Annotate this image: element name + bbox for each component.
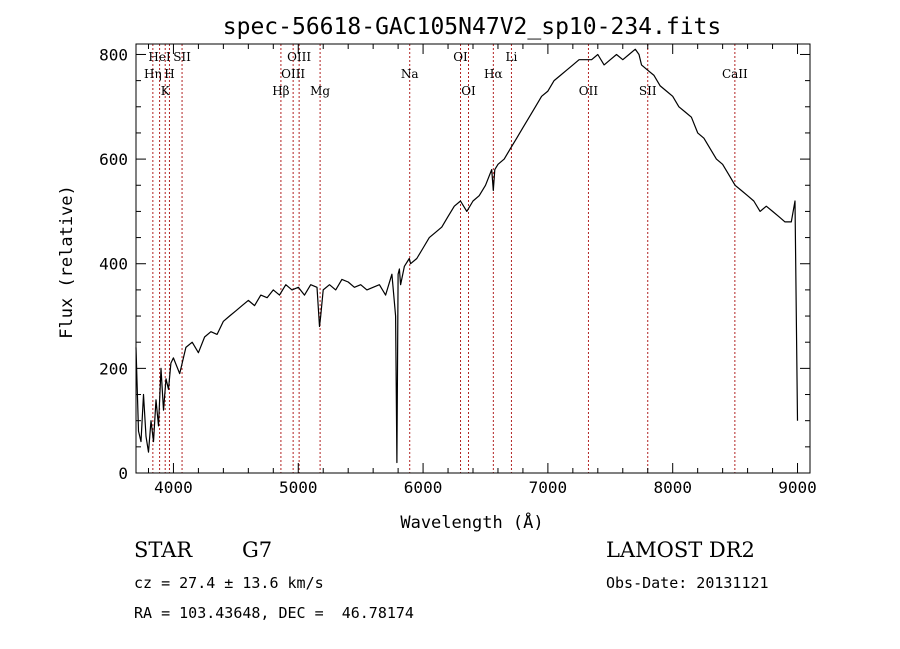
redshift-velocity: cz = 27.4 ± 13.6 km/s [134, 574, 324, 592]
line-label-14: OII [579, 84, 599, 98]
x-tick-label-4000: 4000 [154, 478, 193, 497]
line-label-10: OI [453, 50, 468, 64]
line-label-16: CaII [722, 67, 748, 81]
line-label-2: Hη [144, 67, 162, 81]
x-tick-label-8000: 8000 [653, 478, 692, 497]
coordinates: RA = 103.43648, DEC = 46.78174 [134, 604, 414, 622]
line-label-4: K [161, 84, 171, 98]
y-tick-label-400: 400 [99, 255, 128, 274]
y-tick-label-800: 800 [99, 45, 128, 64]
x-axis-label: Wavelength (Å) [400, 511, 543, 533]
spectral-subclass: G7 [242, 538, 273, 562]
line-label-5: OIII [287, 50, 311, 64]
y-tick-label-0: 0 [118, 464, 128, 483]
y-axis-label: Flux (relative) [57, 185, 77, 339]
x-tick-label-7000: 7000 [529, 478, 568, 497]
line-label-7: Hβ [272, 84, 289, 98]
line-label-11: OI [461, 84, 476, 98]
line-label-9: Na [401, 67, 419, 81]
y-tick-label-600: 600 [99, 150, 128, 169]
object-type: STAR [134, 538, 193, 562]
survey-name: LAMOST DR2 [606, 538, 755, 562]
line-label-3: H [164, 67, 174, 81]
line-label-13: Li [506, 50, 518, 64]
chart-title: spec-56618-GAC105N47V2_sp10-234.fits [223, 14, 722, 40]
line-label-15: SII [639, 84, 657, 98]
x-tick-label-9000: 9000 [778, 478, 817, 497]
line-label-6: OIII [281, 67, 305, 81]
line-label-12: Hα [484, 67, 503, 81]
line-label-1: SII [173, 50, 191, 64]
x-tick-label-6000: 6000 [404, 478, 443, 497]
spectrum-line [135, 48, 799, 464]
line-label-0: HeI [148, 50, 171, 64]
plot-frame [135, 43, 811, 474]
observation-date: Obs-Date: 20131121 [606, 574, 769, 592]
x-tick-label-5000: 5000 [279, 478, 318, 497]
line-label-8: Mg [310, 84, 330, 98]
y-tick-label-200: 200 [99, 359, 128, 378]
